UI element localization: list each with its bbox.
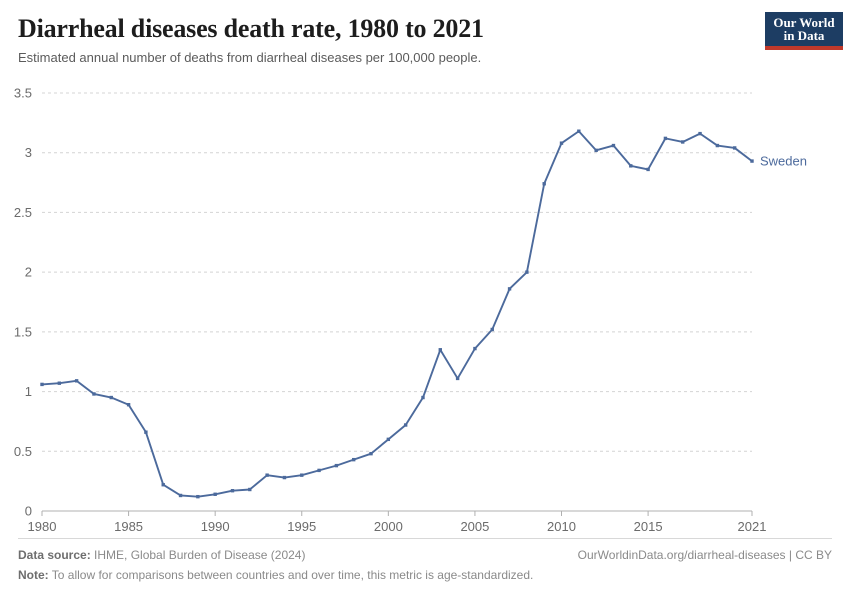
x-axis-tick-label: 2005 bbox=[460, 519, 489, 534]
note-text: Note: To allow for comparisons between c… bbox=[18, 567, 533, 584]
data-point-marker[interactable] bbox=[646, 167, 650, 172]
source-url[interactable]: OurWorldinData.org/diarrheal-diseases | … bbox=[577, 548, 832, 562]
data-point-marker[interactable] bbox=[577, 129, 581, 133]
page-title: Diarrheal diseases death rate, 1980 to 2… bbox=[18, 14, 484, 43]
line-chart-svg[interactable]: 0 0.5 1 1.5 2 2.5 3 3.5 1980 1985 1990 1995 2000 200… bbox=[0, 80, 850, 535]
footer-row-source: Data source: IHME, Global Burden of Dise… bbox=[18, 547, 832, 564]
x-axis-tick-label: 1985 bbox=[114, 519, 143, 534]
data-source-text: Data source: IHME, Global Burden of Dise… bbox=[18, 547, 305, 564]
data-point-marker[interactable] bbox=[559, 141, 564, 145]
data-point-marker[interactable] bbox=[490, 327, 494, 332]
data-point-marker[interactable] bbox=[681, 140, 685, 144]
data-point-marker[interactable] bbox=[542, 182, 546, 186]
data-point-marker[interactable] bbox=[455, 376, 460, 381]
logo-line-1: Our World bbox=[773, 14, 835, 30]
series-label-group: Sweden bbox=[760, 154, 807, 169]
data-point-marker[interactable] bbox=[109, 395, 113, 400]
x-axis-tick-label: 2010 bbox=[547, 519, 576, 534]
series-legend-label-sweden: Sweden bbox=[760, 154, 807, 169]
series-group[interactable] bbox=[40, 129, 754, 499]
data-point-marker[interactable] bbox=[403, 423, 408, 427]
data-point-marker[interactable] bbox=[248, 487, 252, 492]
note-label: Note: bbox=[18, 568, 49, 582]
data-point-marker[interactable] bbox=[507, 287, 512, 291]
data-point-marker[interactable] bbox=[57, 381, 62, 385]
x-axis-tick-label: 2015 bbox=[634, 519, 663, 534]
data-point-marker[interactable] bbox=[196, 494, 200, 499]
x-axis-tick-label: 1980 bbox=[28, 519, 57, 534]
x-axis-ticks-group: 1980 1985 1990 1995 2000 2005 2010 2015 2021 bbox=[28, 511, 767, 534]
chart-plot-area: 0 0.5 1 1.5 2 2.5 3 3.5 1980 1985 1990 1995 2000 200… bbox=[0, 80, 850, 535]
data-point-marker[interactable] bbox=[732, 146, 737, 150]
data-point-marker[interactable] bbox=[715, 143, 720, 148]
data-point-marker[interactable] bbox=[594, 148, 598, 153]
data-point-marker[interactable] bbox=[74, 379, 79, 383]
chart-header: Diarrheal diseases death rate, 1980 to 2… bbox=[18, 14, 832, 72]
x-axis-tick-label: 2021 bbox=[738, 519, 767, 534]
data-point-marker[interactable] bbox=[230, 489, 235, 493]
data-point-marker[interactable] bbox=[473, 346, 477, 351]
y-axis-tick-label: 0.5 bbox=[14, 444, 32, 459]
data-point-marker[interactable] bbox=[40, 382, 44, 387]
y-axis-tick-label: 3.5 bbox=[14, 86, 32, 101]
data-point-marker[interactable] bbox=[126, 403, 131, 407]
y-axis-tick-label: 1 bbox=[25, 384, 32, 399]
data-point-marker[interactable] bbox=[213, 492, 217, 496]
y-axis-tick-label: 3 bbox=[25, 145, 32, 160]
y-axis-tick-label: 1.5 bbox=[14, 324, 32, 339]
data-point-marker[interactable] bbox=[525, 270, 529, 274]
data-point-marker[interactable] bbox=[317, 468, 321, 473]
chart-footer: Data source: IHME, Global Burden of Dise… bbox=[18, 538, 832, 590]
data-point-marker[interactable] bbox=[334, 463, 339, 468]
data-point-marker[interactable] bbox=[300, 473, 304, 477]
data-point-marker[interactable] bbox=[352, 457, 356, 462]
x-axis-tick-label: 1990 bbox=[201, 519, 230, 534]
data-point-marker[interactable] bbox=[161, 483, 165, 487]
series-line-sweden[interactable] bbox=[41, 130, 753, 498]
gridlines-group bbox=[42, 92, 752, 512]
y-axis-ticks-group: 0 0.5 1 1.5 2 2.5 3 3.5 bbox=[14, 86, 32, 519]
chart-subtitle: Estimated annual number of deaths from d… bbox=[18, 50, 482, 65]
x-axis-tick-label: 2000 bbox=[374, 519, 403, 534]
data-point-marker[interactable] bbox=[178, 493, 183, 498]
y-axis-tick-label: 2 bbox=[25, 265, 32, 280]
data-point-marker[interactable] bbox=[144, 430, 148, 434]
footer-row-note: Note: To allow for comparisons between c… bbox=[18, 567, 832, 584]
y-axis-tick-label: 0 bbox=[25, 504, 32, 519]
y-axis-tick-label: 2.5 bbox=[14, 205, 32, 220]
data-source-label: Data source: bbox=[18, 548, 91, 562]
data-source-value: IHME, Global Burden of Disease (2024) bbox=[90, 548, 306, 562]
data-point-marker[interactable] bbox=[92, 392, 96, 396]
note-value: To allow for comparisons between countri… bbox=[48, 568, 534, 582]
data-point-marker[interactable] bbox=[698, 131, 702, 136]
data-point-marker[interactable] bbox=[750, 159, 754, 163]
data-point-marker[interactable] bbox=[663, 136, 668, 141]
data-point-marker[interactable] bbox=[421, 395, 425, 400]
data-point-marker[interactable] bbox=[629, 164, 633, 168]
data-point-marker[interactable] bbox=[611, 143, 616, 148]
logo-line-2: in Data bbox=[783, 28, 825, 43]
data-point-marker[interactable] bbox=[265, 473, 269, 477]
x-axis-tick-label: 1995 bbox=[287, 519, 316, 534]
data-point-marker[interactable] bbox=[282, 475, 287, 480]
data-point-marker[interactable] bbox=[438, 348, 442, 352]
data-point-marker[interactable] bbox=[386, 437, 391, 442]
data-point-marker[interactable] bbox=[369, 451, 373, 456]
our-world-in-data-logo[interactable]: Our World in Data bbox=[765, 12, 843, 50]
